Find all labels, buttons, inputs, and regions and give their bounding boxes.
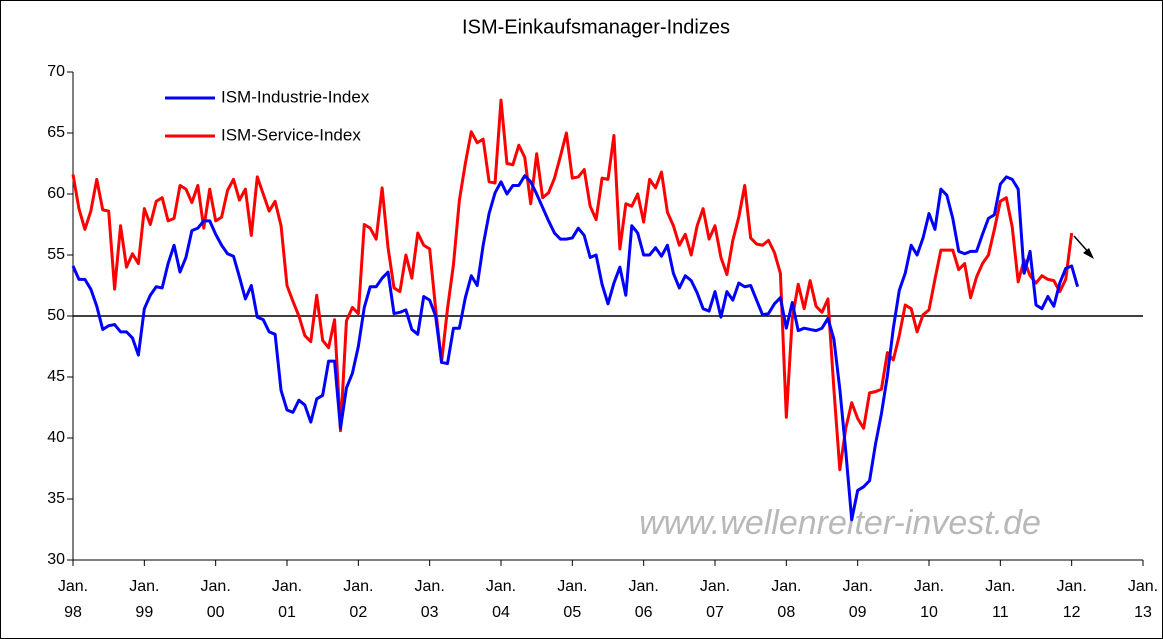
x-tick-label: Jan. 03 — [414, 578, 445, 621]
x-tick-label: Jan. 00 — [200, 578, 231, 621]
x-tick-label: Jan. 02 — [343, 578, 374, 621]
x-tick-label: Jan. 05 — [557, 578, 588, 621]
x-tick-label: Jan. 01 — [271, 578, 303, 621]
x-tick-label: Jan. 99 — [129, 578, 160, 621]
series-line — [71, 98, 1074, 472]
legend-label: ISM-Service-Index — [221, 125, 361, 144]
y-tick-label: 35 — [47, 490, 65, 507]
x-tick-label: Jan. 13 — [1127, 578, 1159, 621]
y-tick-label: 55 — [47, 246, 65, 263]
legend-label: ISM-Industrie-Index — [221, 87, 370, 106]
y-tick-label: 70 — [47, 63, 65, 80]
x-tick-label: Jan. 98 — [57, 578, 89, 621]
x-tick-label: Jan. 11 — [985, 578, 1016, 621]
y-tick-label: 45 — [47, 368, 65, 385]
y-tick-label: 65 — [47, 124, 65, 141]
trend-arrow — [1073, 235, 1094, 259]
y-tick-label: 30 — [47, 551, 65, 568]
chart-title: ISM-Einkaufsmanager-Indizes — [462, 16, 730, 38]
x-tick-label: Jan. 10 — [913, 578, 945, 621]
watermark: www.wellenreiter-invest.de — [639, 504, 1041, 542]
y-tick-label: 40 — [47, 429, 65, 446]
x-tick-label: Jan. 08 — [771, 578, 802, 621]
x-tick-label: Jan. 07 — [699, 578, 731, 621]
y-tick-label: 60 — [47, 185, 65, 202]
x-tick-label: Jan. 04 — [485, 578, 517, 621]
x-tick-label: Jan. 12 — [1056, 578, 1087, 621]
x-tick-label: Jan. 09 — [842, 578, 873, 621]
series-line — [71, 174, 1080, 522]
x-tick-label: Jan. 06 — [628, 578, 659, 621]
y-tick-label: 50 — [47, 307, 65, 324]
